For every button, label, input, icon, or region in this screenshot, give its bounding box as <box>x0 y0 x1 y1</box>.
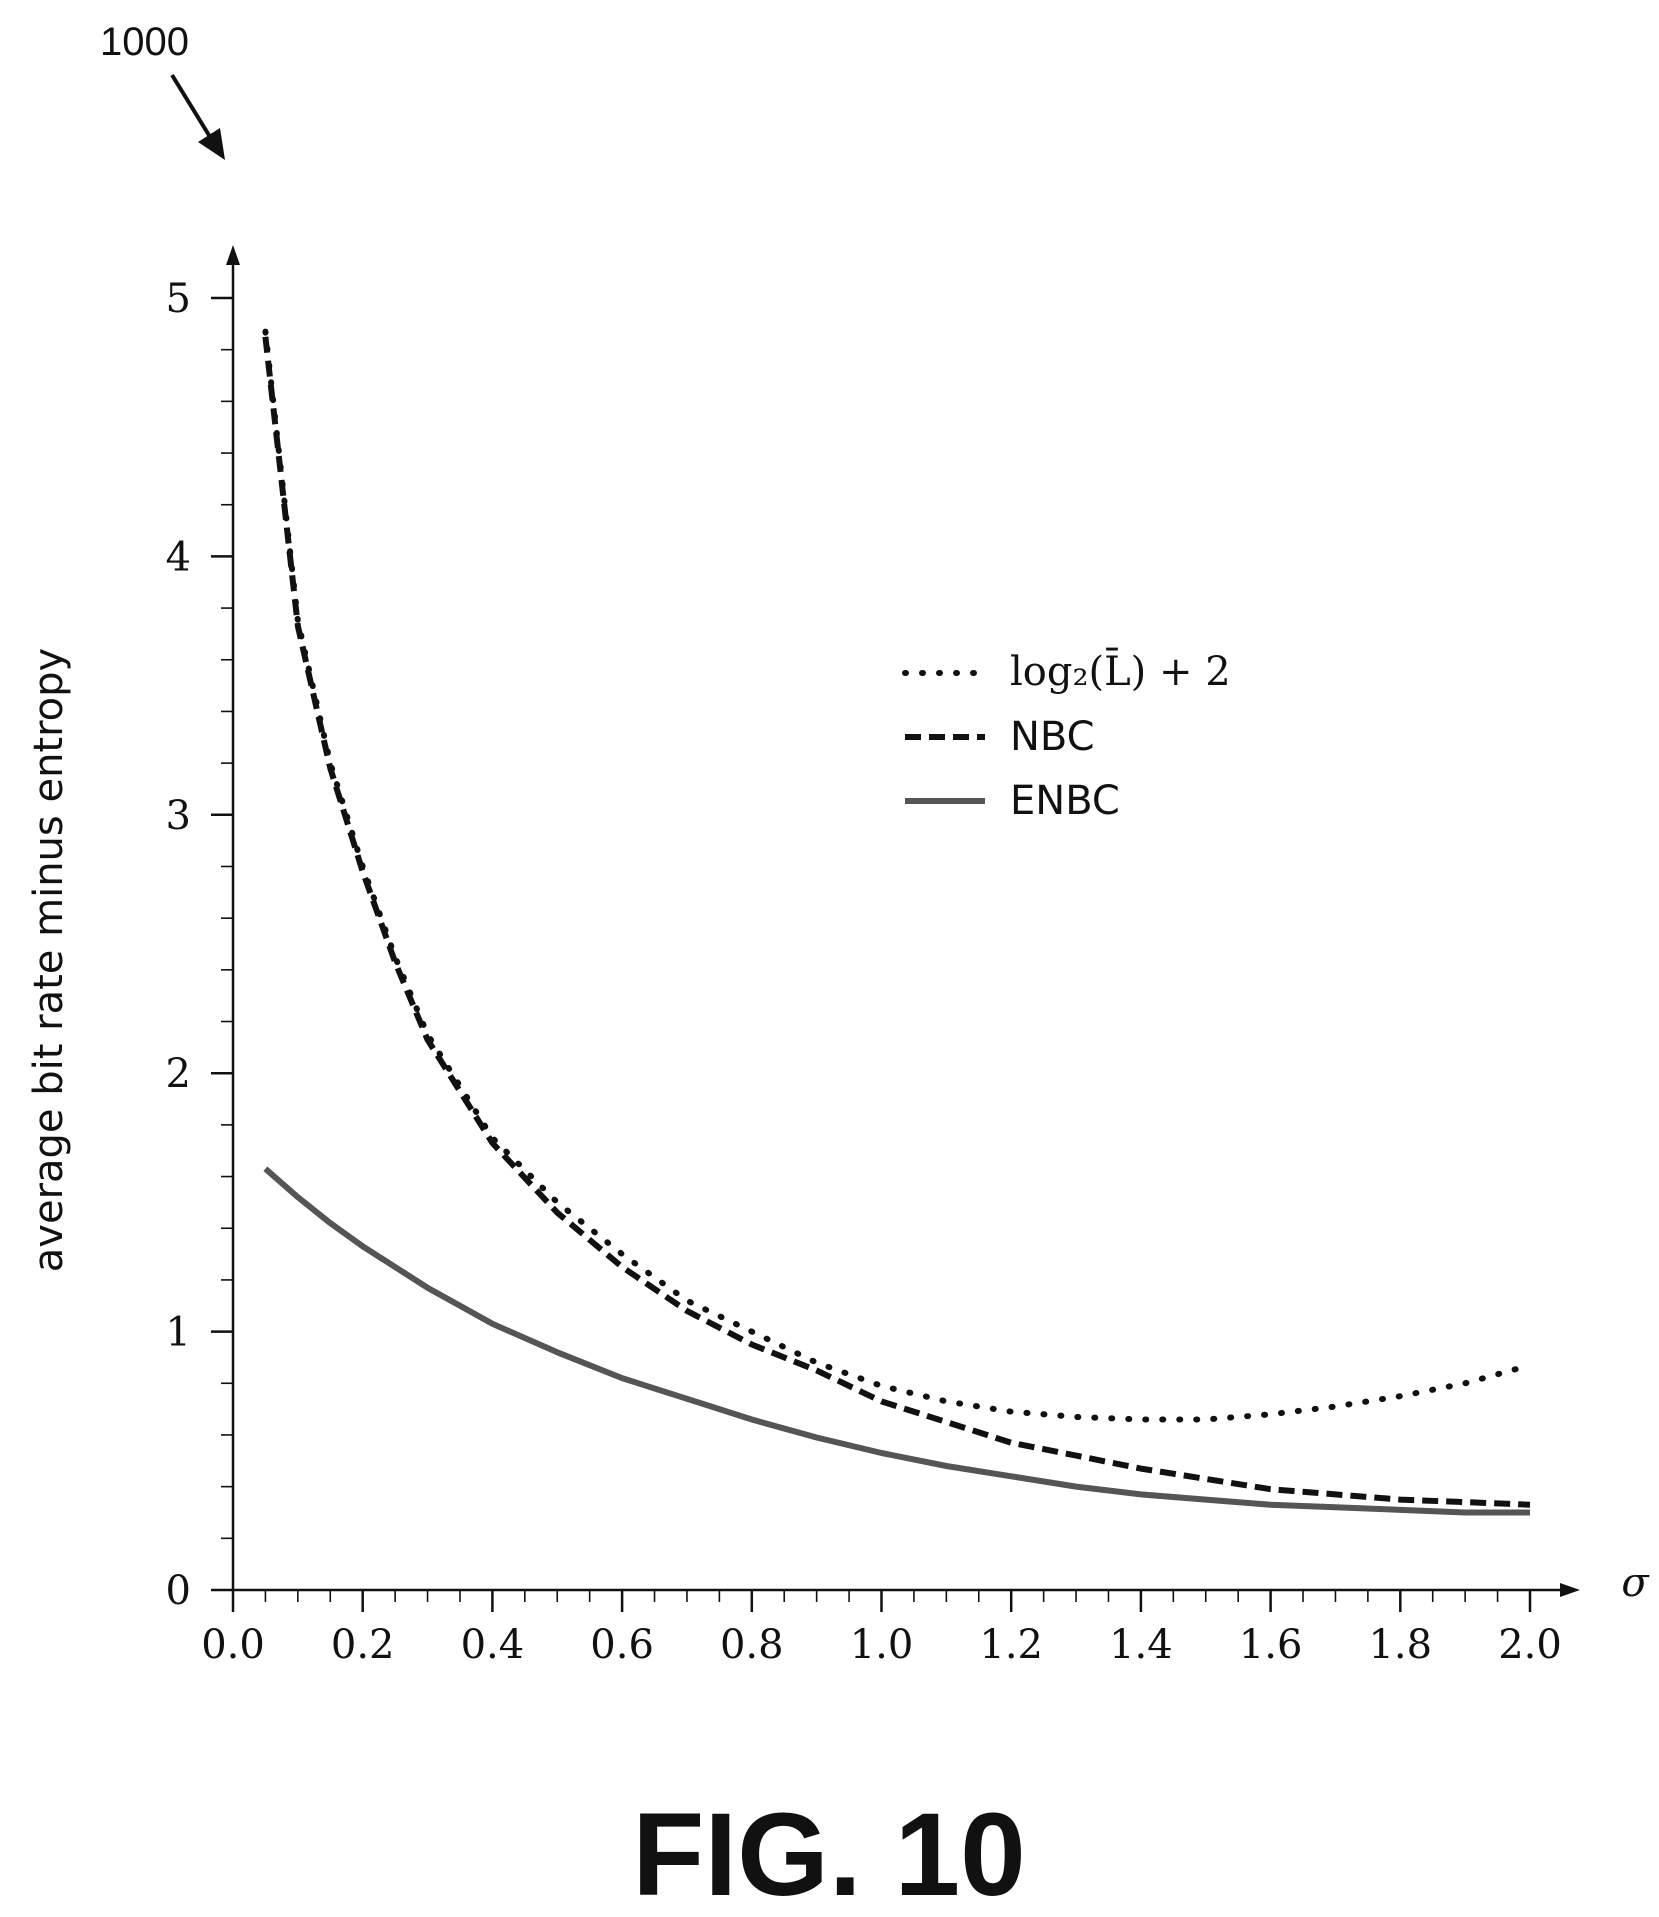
y-tick-label: 3 <box>166 793 191 839</box>
legend-label-0: log₂(L̄) + 2 <box>1010 648 1231 695</box>
y-tick-label: 0 <box>166 1568 191 1614</box>
legend-entry-1: NBC <box>905 714 1095 760</box>
y-tick-label: 4 <box>166 534 191 580</box>
series-layer <box>262 328 1533 1516</box>
x-tick-label: 1.6 <box>1239 1622 1303 1668</box>
x-tick-label: 1.4 <box>1109 1622 1173 1668</box>
y-tick-label: 5 <box>166 276 191 322</box>
legend-entry-0: log₂(L̄) + 2 <box>902 648 1231 695</box>
x-tick-label: 0.4 <box>461 1622 525 1668</box>
x-axis <box>233 1583 1580 1597</box>
x-tick-label: 1.0 <box>850 1622 914 1668</box>
legend-label-1: NBC <box>1010 714 1095 760</box>
y-ticks: 0 1 2 3 4 5 <box>166 276 233 1614</box>
x-tick-label: 2.0 <box>1498 1622 1562 1668</box>
x-tick-label: 0.2 <box>331 1622 395 1668</box>
series-line-solid <box>263 1166 1530 1516</box>
x-tick-label: 0.0 <box>201 1622 265 1668</box>
series-line-dashed <box>262 336 1531 1508</box>
x-ticks: 0.0 0.2 0.4 0.6 0.8 1.0 1.2 1.4 1.6 1.8 2.0 <box>201 1590 1562 1668</box>
y-tick-label: 1 <box>166 1310 191 1356</box>
x-tick-label: 0.8 <box>720 1622 784 1668</box>
x-tick-label: 1.2 <box>979 1622 1043 1668</box>
figure-caption: FIG. 10 <box>632 1789 1025 1917</box>
y-tick-label: 2 <box>166 1051 191 1097</box>
y-axis <box>226 245 240 1590</box>
x-axis-label: σ <box>1621 1560 1650 1606</box>
legend: log₂(L̄) + 2 NBC ENBC <box>902 648 1231 824</box>
reference-number: 1000 <box>100 20 189 64</box>
x-tick-label: 1.8 <box>1368 1622 1432 1668</box>
series-line-dotted <box>262 328 1533 1423</box>
x-tick-label: 0.6 <box>590 1622 654 1668</box>
legend-label-2: ENBC <box>1010 778 1120 824</box>
y-axis-label: average bit rate minus entropy <box>26 648 72 1272</box>
reference-arrow-icon <box>170 73 225 160</box>
legend-entry-2: ENBC <box>905 778 1120 824</box>
